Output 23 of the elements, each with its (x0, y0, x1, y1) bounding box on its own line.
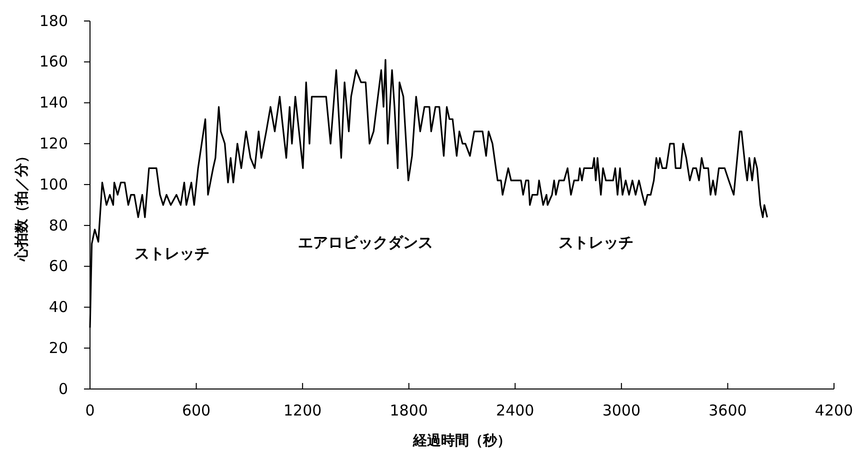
x-tick-label: 2400 (496, 402, 534, 420)
y-axis-title: 心拍数（拍／分） (13, 149, 30, 262)
x-tick-label: 600 (182, 402, 211, 420)
annotation: エアロビックダンス (298, 233, 433, 252)
y-tick-label: 60 (48, 257, 68, 276)
y-tick-label: 180 (39, 12, 68, 30)
x-tick-label: 3000 (602, 402, 641, 420)
x-tick-label: 1800 (390, 402, 428, 420)
x-tick-label: 4200 (814, 402, 854, 420)
x-tick-label: 1200 (283, 402, 322, 420)
annotation: ストレッチ (134, 244, 210, 262)
y-tick-label: 160 (39, 52, 68, 71)
annotation: ストレッチ (558, 233, 634, 252)
y-tick-label: 40 (48, 298, 68, 316)
y-tick-label: 100 (39, 175, 68, 194)
y-tick-label: 140 (39, 94, 68, 112)
y-tick-label: 20 (48, 338, 68, 357)
x-axis-title: 経過時間（秒） (412, 433, 511, 449)
x-tick-label: 3600 (708, 402, 747, 420)
x-tick-label: 0 (85, 402, 95, 420)
y-tick-label: 0 (58, 380, 68, 398)
y-tick-label: 80 (48, 216, 68, 234)
y-tick-label: 120 (39, 134, 68, 152)
